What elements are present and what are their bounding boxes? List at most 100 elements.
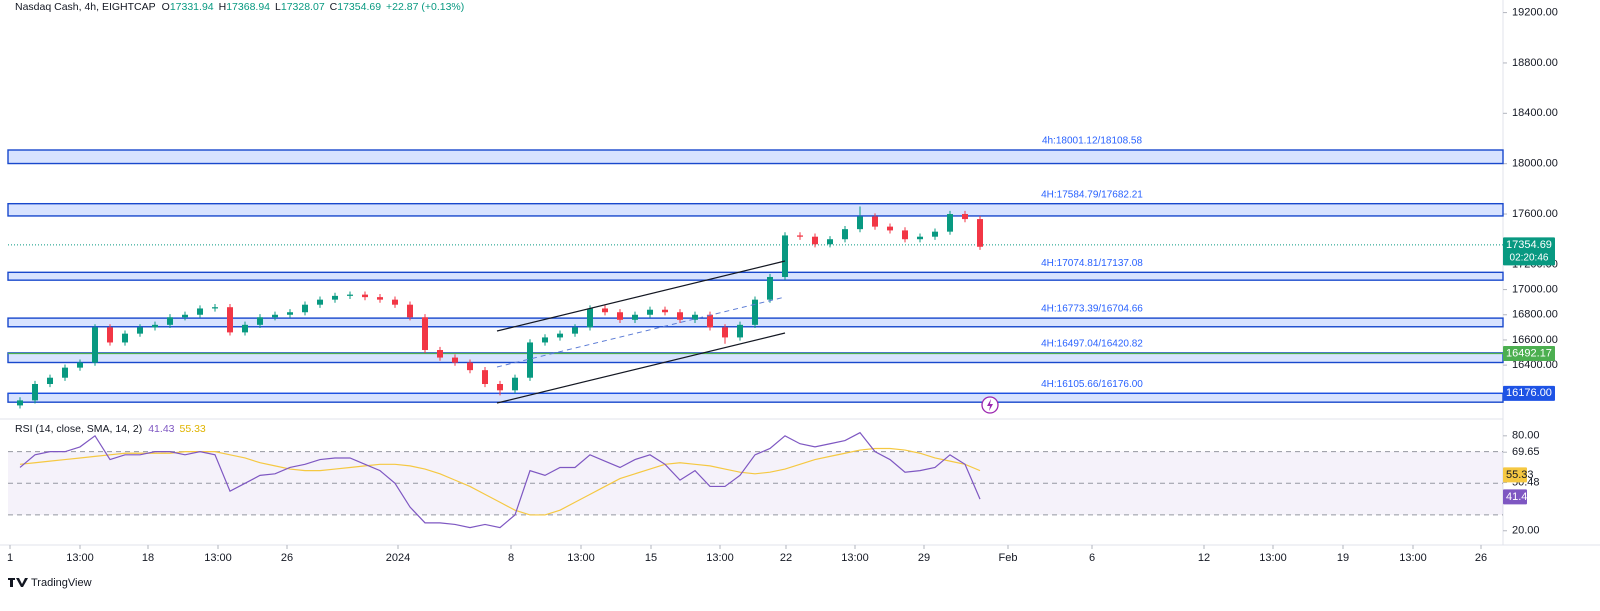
candle-body — [917, 236, 923, 240]
candle-body — [632, 314, 638, 320]
candle-body — [662, 309, 668, 313]
x-tick-label: 13:00 — [841, 552, 869, 564]
x-tick-label: 18 — [142, 552, 154, 564]
candle-body — [302, 304, 308, 313]
zone-label: 4H:16773.39/16704.66 — [1041, 304, 1143, 315]
rsi-title: RSI (14, close, SMA, 14, 2) — [15, 423, 142, 435]
logo-mark — [8, 578, 28, 587]
price-badge — [1503, 385, 1555, 401]
candle-body — [437, 350, 443, 358]
x-tick-label: 15 — [645, 552, 657, 564]
x-tick-label: Feb — [999, 552, 1018, 564]
rsi-badge — [1503, 489, 1527, 505]
candle-body — [467, 362, 473, 371]
y-tick-label: 19200.00 — [1512, 6, 1558, 18]
candle-body — [497, 384, 503, 391]
y-tick-label: 16800.00 — [1512, 309, 1558, 321]
ohlc-value: 17331.94 — [170, 1, 214, 13]
candle-body — [47, 377, 53, 385]
candle-body — [752, 299, 758, 325]
zone-label: 4H:16105.66/16176.00 — [1041, 379, 1143, 390]
x-tick-label: 13:00 — [567, 552, 595, 564]
candle-body — [677, 312, 683, 320]
candle-body — [737, 324, 743, 338]
x-tick-label: 22 — [780, 552, 792, 564]
zone — [7, 392, 1504, 403]
candle-body — [272, 314, 278, 318]
candle-body — [257, 317, 263, 325]
price-badge-label: 17354.69 — [1506, 239, 1552, 251]
candle-body — [92, 327, 98, 363]
candle-body — [347, 294, 353, 296]
rsi-legend-value: 41.43 — [148, 423, 174, 435]
rsi-badge — [1503, 467, 1527, 483]
x-tick-label: 26 — [1475, 552, 1487, 564]
change: +22.87 (+0.13%) — [386, 1, 464, 13]
y-tick-label: 18800.00 — [1512, 57, 1558, 69]
y-tick-label: 18000.00 — [1512, 158, 1558, 170]
candle-body — [572, 327, 578, 334]
x-tick-label: 13:00 — [66, 552, 94, 564]
zone — [7, 271, 1504, 281]
candle-body — [722, 327, 728, 338]
zone-label: 4H:17584.79/17682.21 — [1041, 189, 1143, 200]
candle-body — [17, 400, 23, 406]
y-tick-label: 69.65 — [1512, 446, 1540, 458]
x-tick-label: 26 — [281, 552, 293, 564]
candle-body — [842, 229, 848, 240]
candle-body — [287, 312, 293, 315]
candle-body — [392, 299, 398, 305]
candle-body — [947, 214, 953, 232]
y-tick-label: 18400.00 — [1512, 107, 1558, 119]
rsi-badge-label: 41.43 — [1506, 491, 1534, 503]
rsi-line — [19, 447, 981, 516]
candle-body — [932, 231, 938, 237]
ohlc-value: 17368.94 — [226, 1, 270, 13]
x-tick-label: 13:00 — [1399, 552, 1427, 564]
zone-label: 4H:17074.81/17137.08 — [1041, 258, 1143, 269]
candle-body — [557, 333, 563, 338]
x-tick-label: 13:00 — [204, 552, 232, 564]
y-tick-label: 17000.00 — [1512, 283, 1558, 295]
trend-channel — [496, 260, 786, 404]
y-tick-label: 80.00 — [1512, 430, 1540, 442]
candle-body — [452, 357, 458, 363]
zone — [7, 352, 1504, 364]
x-tick-label: 1 — [7, 552, 13, 564]
alert-icon[interactable] — [981, 396, 999, 414]
candle-body — [707, 314, 713, 328]
candle-body — [332, 295, 338, 300]
candle-body — [797, 235, 803, 237]
candle-body — [812, 236, 818, 245]
ohlc-key: H — [219, 1, 227, 13]
brand: TradingView — [31, 577, 92, 589]
zone — [7, 149, 1504, 165]
candle-body — [362, 294, 368, 298]
price-badge — [1503, 346, 1555, 362]
candle-body — [197, 308, 203, 315]
y-tick-label: 16600.00 — [1512, 334, 1558, 346]
candle-body — [482, 370, 488, 385]
rsi-legend-value: 55.33 — [180, 423, 206, 435]
candle-body — [137, 327, 143, 334]
candle-body — [77, 362, 83, 368]
alert-bolt — [987, 399, 993, 411]
logo[interactable]: TradingView — [8, 577, 92, 589]
candle-body — [152, 324, 158, 328]
channel-upper — [496, 260, 786, 332]
ohlc-key: C — [330, 1, 338, 13]
zone-label: 4h:18001.12/18108.58 — [1042, 136, 1143, 147]
ohlc-key: O — [162, 1, 170, 13]
candle-body — [767, 276, 773, 300]
candle-body — [977, 219, 983, 247]
price-badge-label: 16176.00 — [1506, 387, 1552, 399]
ohlc-value: 17354.69 — [337, 1, 381, 13]
candle-body — [647, 309, 653, 315]
rsi-badge-label: 55.33 — [1506, 469, 1534, 481]
candle-body — [32, 384, 38, 401]
candle-body — [407, 304, 413, 318]
